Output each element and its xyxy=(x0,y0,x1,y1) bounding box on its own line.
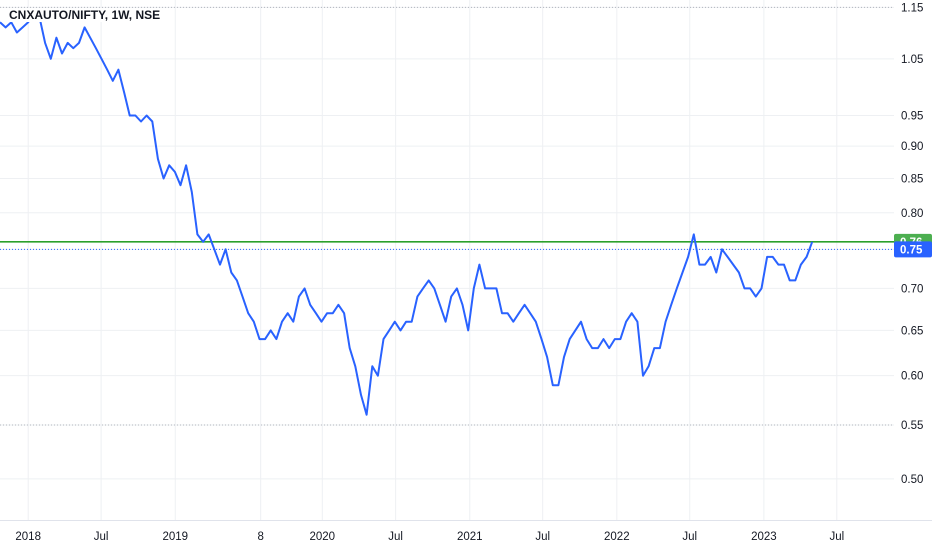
x-tick-label: 2019 xyxy=(162,531,188,543)
y-tick-label: 0.60 xyxy=(901,371,923,383)
x-tick-label: 2020 xyxy=(310,531,336,543)
y-tick-label: 0.90 xyxy=(901,141,923,153)
chart-title: CNXAUTO/NIFTY, 1W, NSE xyxy=(6,8,164,22)
last-price-label-bg xyxy=(894,241,932,258)
last-price-label: 0.75 xyxy=(900,244,923,256)
x-tick-label: Jul xyxy=(94,531,109,543)
y-tick-label: 0.70 xyxy=(901,283,923,295)
y-tick-label: 1.15 xyxy=(901,2,923,14)
x-tick-label: 2018 xyxy=(15,531,41,543)
y-tick-label: 1.05 xyxy=(901,54,923,66)
y-tick-label: 0.80 xyxy=(901,208,923,220)
y-tick-label: 0.65 xyxy=(901,325,923,337)
x-tick-label: 8 xyxy=(257,531,263,543)
y-tick-label: 0.95 xyxy=(901,111,923,123)
x-tick-label: 2021 xyxy=(457,531,483,543)
x-tick-label: Jul xyxy=(535,531,550,543)
y-tick-label: 0.50 xyxy=(901,474,923,486)
x-tick-label: Jul xyxy=(388,531,403,543)
x-tick-label: 2023 xyxy=(751,531,777,543)
x-tick-label: Jul xyxy=(682,531,697,543)
y-tick-label: 0.55 xyxy=(901,420,923,432)
y-tick-label: 0.85 xyxy=(901,173,923,185)
price-line xyxy=(0,11,814,416)
x-tick-label: Jul xyxy=(829,531,844,543)
x-tick-label: 2022 xyxy=(604,531,630,543)
